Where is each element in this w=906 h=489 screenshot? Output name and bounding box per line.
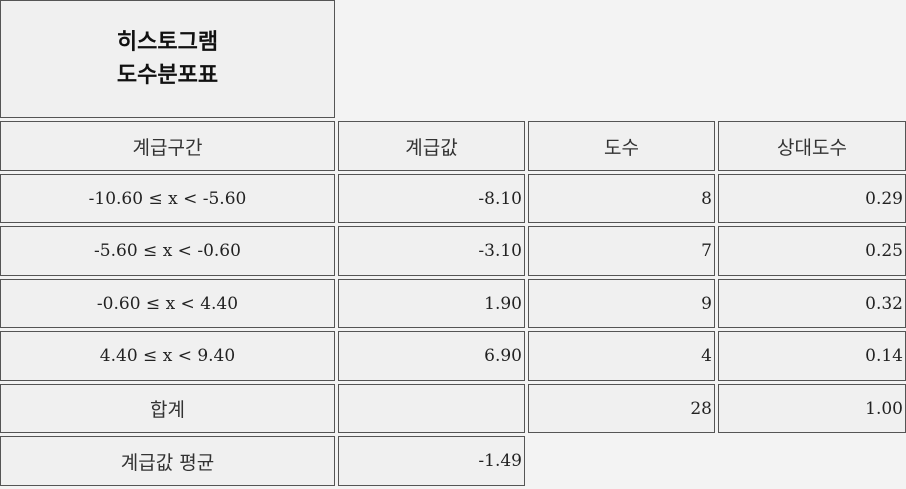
total-relative-frequency: 1.00 <box>718 384 906 433</box>
header-class-value: 계급값 <box>338 121 525 171</box>
total-class-value <box>338 384 525 433</box>
row-4-class-value: 6.90 <box>338 331 525 381</box>
row-4-relative-frequency: 0.14 <box>718 331 906 381</box>
row-1-interval: -10.60 ≤ x < -5.60 <box>0 174 335 223</box>
title-line-1: 히스토그램 <box>116 30 219 55</box>
table-title: 히스토그램 도수분포표 <box>0 0 335 118</box>
row-2-relative-frequency: 0.25 <box>718 226 906 276</box>
row-4-interval: 4.40 ≤ x < 9.40 <box>0 331 335 381</box>
row-3-frequency: 9 <box>528 279 715 328</box>
row-3-relative-frequency: 0.32 <box>718 279 906 328</box>
total-label: 합계 <box>0 384 335 433</box>
row-2-class-value: -3.10 <box>338 226 525 276</box>
row-1-class-value: -8.10 <box>338 174 525 223</box>
row-2-interval: -5.60 ≤ x < -0.60 <box>0 226 335 276</box>
row-4-frequency: 4 <box>528 331 715 381</box>
header-frequency: 도수 <box>528 121 715 171</box>
mean-value: -1.49 <box>338 436 525 486</box>
row-1-frequency: 8 <box>528 174 715 223</box>
header-relative-frequency: 상대도수 <box>718 121 906 171</box>
row-3-class-value: 1.90 <box>338 279 525 328</box>
row-2-frequency: 7 <box>528 226 715 276</box>
total-frequency: 28 <box>528 384 715 433</box>
title-line-2: 도수분포표 <box>116 63 219 88</box>
row-1-relative-frequency: 0.29 <box>718 174 906 223</box>
header-interval: 계급구간 <box>0 121 335 171</box>
mean-label: 계급값 평균 <box>0 436 335 486</box>
row-3-interval: -0.60 ≤ x < 4.40 <box>0 279 335 328</box>
